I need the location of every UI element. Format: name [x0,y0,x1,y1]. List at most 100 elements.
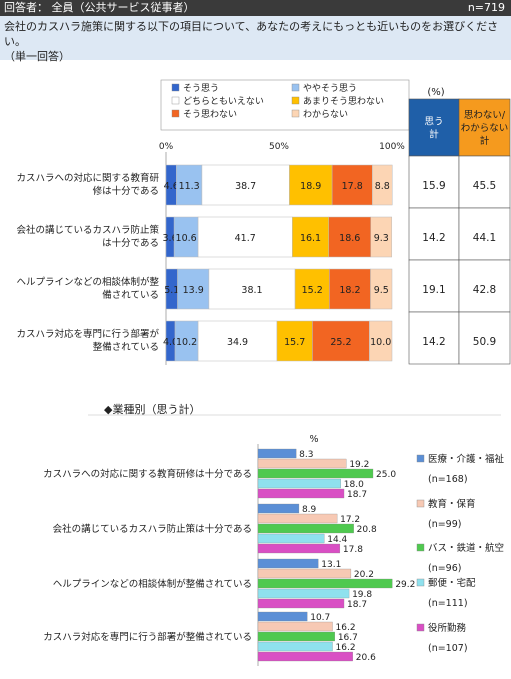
category-label: カスハラへの対応に関する教育研 [16,172,159,184]
table-cell [458,155,511,209]
table-value: 15.9 [422,180,445,192]
bar-value-label: 25.2 [330,337,351,348]
bar-value-label: 17.2 [340,515,360,525]
legend-swatch [291,96,300,105]
table-value: 42.8 [473,284,496,296]
legend-label: 教育・保育 [428,498,476,510]
table-header-cell [408,98,460,157]
bar-value-label: 18.0 [344,480,364,490]
table-cell [408,259,460,313]
bar-value-label: 20.8 [357,525,377,535]
bar-value-label: 16.2 [336,623,356,633]
bar-value-label: 15.2 [302,285,323,296]
table-cell [458,259,511,313]
table-header-label: 計 [429,129,439,141]
bar [257,641,333,652]
bar [257,568,352,579]
bar-value-label: 13.9 [183,285,204,296]
legend-swatch [171,96,180,105]
legend-label: わからない [303,109,348,120]
bar-value-label: 41.7 [235,233,256,244]
legend-swatch [171,109,180,118]
category-label: ヘルプラインなどの相談体制が整備されている [53,578,252,590]
table-header-label: 思わない/ [464,110,506,121]
bar-value-label: 18.7 [347,490,367,500]
bar-value-label: 5.1 [164,285,179,296]
bar [257,611,308,622]
bar-value-label: 10.0 [370,337,391,348]
bar [257,478,341,489]
sample-size: n=719 [467,1,505,14]
table-cell [408,311,460,365]
bar-value-label: 38.7 [235,181,256,192]
legend-label: バス・鉄道・航空 [428,542,504,554]
bar [257,513,338,524]
bar-segment [294,268,330,310]
bar-value-label: 18.7 [347,600,367,610]
bar-value-label: 9.3 [374,233,389,244]
legend-box [160,79,410,131]
bar-value-label: 20.2 [354,570,374,580]
bar-segment [208,268,296,310]
bar-value-label: 4.6 [164,181,179,192]
x-tick-label: 50% [269,142,289,152]
x-tick-label: 0% [159,142,174,152]
question-line-2: （単一回答） [4,50,70,63]
category-label: カスハラ対応を専門に行う部署が [16,328,159,340]
bar [257,598,345,609]
bar-value-label: 8.8 [375,181,390,192]
bar-value-label: 19.8 [352,590,372,600]
bar-segment [289,164,333,206]
category-label: ヘルプラインなどの相談体制が整 [16,276,159,288]
bar-value-label: 25.0 [376,470,396,480]
bar-value-label: 19.2 [349,460,369,470]
bar-value-label: 13.1 [321,560,341,570]
bar [257,448,297,459]
bar [257,523,354,534]
legend-label: 郵便・宅配 [428,577,476,589]
table-value: 14.2 [422,232,445,244]
bar-segment [329,268,371,310]
bar-segment [201,164,290,206]
table-cell [458,207,511,261]
bar-segment [176,164,203,206]
bar [257,588,350,599]
bar-segment [177,268,210,310]
chart2-unit: % [309,434,318,445]
category-label: カスハラ対応を専門に行う部署が整備されている [43,631,252,643]
bar-segment [276,320,313,362]
bar [257,488,345,499]
bar-value-label: 8.3 [299,450,313,460]
bar-value-label: 18.9 [300,181,321,192]
bar [257,558,319,569]
table-value: 44.1 [473,232,496,244]
bar [257,621,333,632]
category-label: 整備されている [93,341,159,353]
bar [257,533,325,544]
category-label: は十分である [102,237,159,249]
table-header-label: わからない [461,123,509,134]
bar-value-label: 18.6 [339,233,360,244]
legend-n-label: (n=168) [428,474,468,485]
legend-label: あまりそう思わない [303,96,384,107]
table-cell [458,311,511,365]
legend-label: 役所勤務 [428,622,467,634]
bar-value-label: 16.1 [300,233,321,244]
bar-value-label: 10.6 [176,233,197,244]
bar [257,503,300,514]
bar-value-label: 9.5 [374,285,389,296]
bar-value-label: 18.2 [339,285,360,296]
category-label: カスハラへの対応に関する教育研修は十分である [43,468,252,480]
bar-value-label: 8.9 [302,505,317,515]
question-text: 会社のカスハラ施策に関する以下の項目について、あなたの考えにもっとも近いものをお… [0,16,511,63]
table-cell [408,207,460,261]
bar-value-label: 20.6 [356,653,376,663]
bar-value-label: 17.8 [342,181,363,192]
bar-segment [331,164,373,206]
bar-value-label: 15.7 [284,337,305,348]
category-label: 会社の講じているカスハラ防止策 [16,224,159,236]
bar-value-label: 17.8 [343,545,363,555]
table-header-cell [458,98,511,157]
table-header-label: 思う [424,117,443,128]
